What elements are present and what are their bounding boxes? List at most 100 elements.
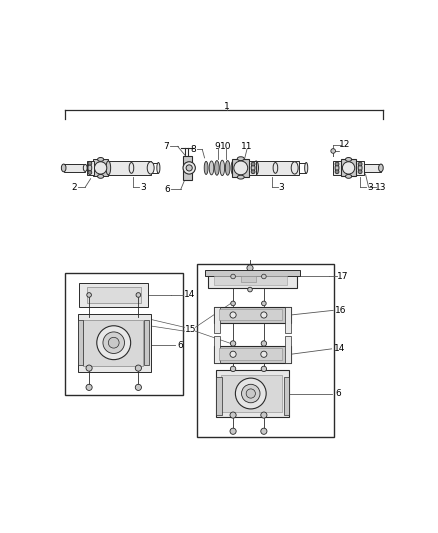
Circle shape (135, 365, 141, 371)
Bar (219, 309, 282, 320)
Circle shape (183, 161, 195, 174)
Circle shape (334, 162, 338, 166)
Text: 3: 3 (367, 183, 372, 192)
Ellipse shape (251, 165, 254, 172)
Bar (249, 161, 256, 175)
Bar (78, 314, 150, 372)
Bar (196, 264, 333, 438)
Ellipse shape (345, 174, 351, 179)
Circle shape (261, 274, 265, 279)
Ellipse shape (97, 174, 103, 179)
Circle shape (246, 389, 255, 398)
Circle shape (96, 326, 131, 360)
Text: 2: 2 (71, 183, 77, 192)
Text: 9: 9 (214, 142, 220, 151)
Text: 15: 15 (184, 325, 196, 334)
Circle shape (235, 378, 265, 409)
Circle shape (230, 301, 235, 306)
Ellipse shape (378, 164, 382, 172)
Bar (183, 156, 192, 180)
Bar (108, 161, 150, 175)
Text: 12: 12 (338, 140, 350, 149)
Text: 13: 13 (374, 183, 386, 192)
Circle shape (108, 337, 119, 348)
Circle shape (233, 161, 247, 175)
Bar (64, 164, 85, 172)
Ellipse shape (237, 175, 244, 179)
Bar (215, 370, 289, 417)
Text: 7: 7 (163, 142, 169, 151)
Bar (213, 336, 219, 363)
Ellipse shape (214, 160, 219, 175)
Circle shape (135, 384, 141, 391)
Circle shape (87, 293, 91, 297)
Circle shape (251, 162, 254, 166)
Ellipse shape (88, 165, 92, 172)
Circle shape (102, 332, 124, 353)
Bar (356, 161, 363, 175)
Bar (93, 159, 108, 176)
Ellipse shape (156, 163, 159, 173)
Circle shape (247, 287, 252, 292)
Circle shape (261, 301, 265, 306)
Circle shape (241, 384, 259, 403)
Ellipse shape (61, 164, 66, 172)
Ellipse shape (253, 161, 258, 175)
Bar (340, 159, 356, 176)
Text: 6: 6 (164, 185, 170, 194)
Circle shape (86, 384, 92, 391)
Circle shape (260, 428, 266, 434)
Ellipse shape (147, 161, 154, 174)
Circle shape (230, 312, 236, 318)
Bar (240, 276, 256, 282)
Circle shape (261, 341, 266, 346)
Circle shape (357, 162, 361, 166)
Circle shape (260, 312, 266, 318)
Circle shape (230, 428, 236, 434)
Circle shape (246, 265, 253, 271)
Circle shape (357, 170, 361, 174)
Ellipse shape (209, 161, 213, 175)
Circle shape (94, 161, 106, 174)
Bar (232, 159, 249, 177)
Circle shape (230, 351, 236, 357)
Bar (213, 346, 290, 363)
Circle shape (136, 293, 140, 297)
Bar (219, 348, 282, 360)
Text: 6: 6 (334, 389, 340, 398)
Bar (215, 377, 221, 415)
Bar (283, 377, 289, 415)
Text: 17: 17 (337, 272, 348, 281)
Text: 11: 11 (240, 142, 252, 151)
Text: 14: 14 (333, 344, 344, 353)
Ellipse shape (272, 163, 277, 173)
Ellipse shape (106, 161, 110, 175)
Bar (79, 284, 148, 306)
Ellipse shape (219, 160, 224, 175)
Circle shape (334, 170, 338, 174)
Circle shape (230, 274, 235, 279)
Circle shape (88, 171, 92, 174)
Text: 3: 3 (140, 183, 145, 192)
Ellipse shape (345, 158, 351, 161)
Bar (213, 306, 219, 334)
Ellipse shape (304, 163, 307, 173)
Bar (220, 375, 282, 412)
Text: 3: 3 (278, 183, 284, 192)
Bar (208, 274, 296, 288)
Ellipse shape (237, 157, 244, 160)
Circle shape (342, 161, 354, 174)
Ellipse shape (334, 165, 338, 172)
Bar (284, 306, 290, 334)
Circle shape (230, 341, 235, 346)
Bar (213, 276, 286, 285)
Bar (83, 320, 143, 366)
Ellipse shape (129, 163, 134, 173)
Ellipse shape (83, 165, 87, 172)
Circle shape (260, 351, 266, 357)
Circle shape (230, 412, 236, 418)
Circle shape (88, 161, 92, 165)
Ellipse shape (225, 160, 230, 175)
Ellipse shape (357, 165, 361, 172)
Text: 1: 1 (223, 102, 229, 111)
